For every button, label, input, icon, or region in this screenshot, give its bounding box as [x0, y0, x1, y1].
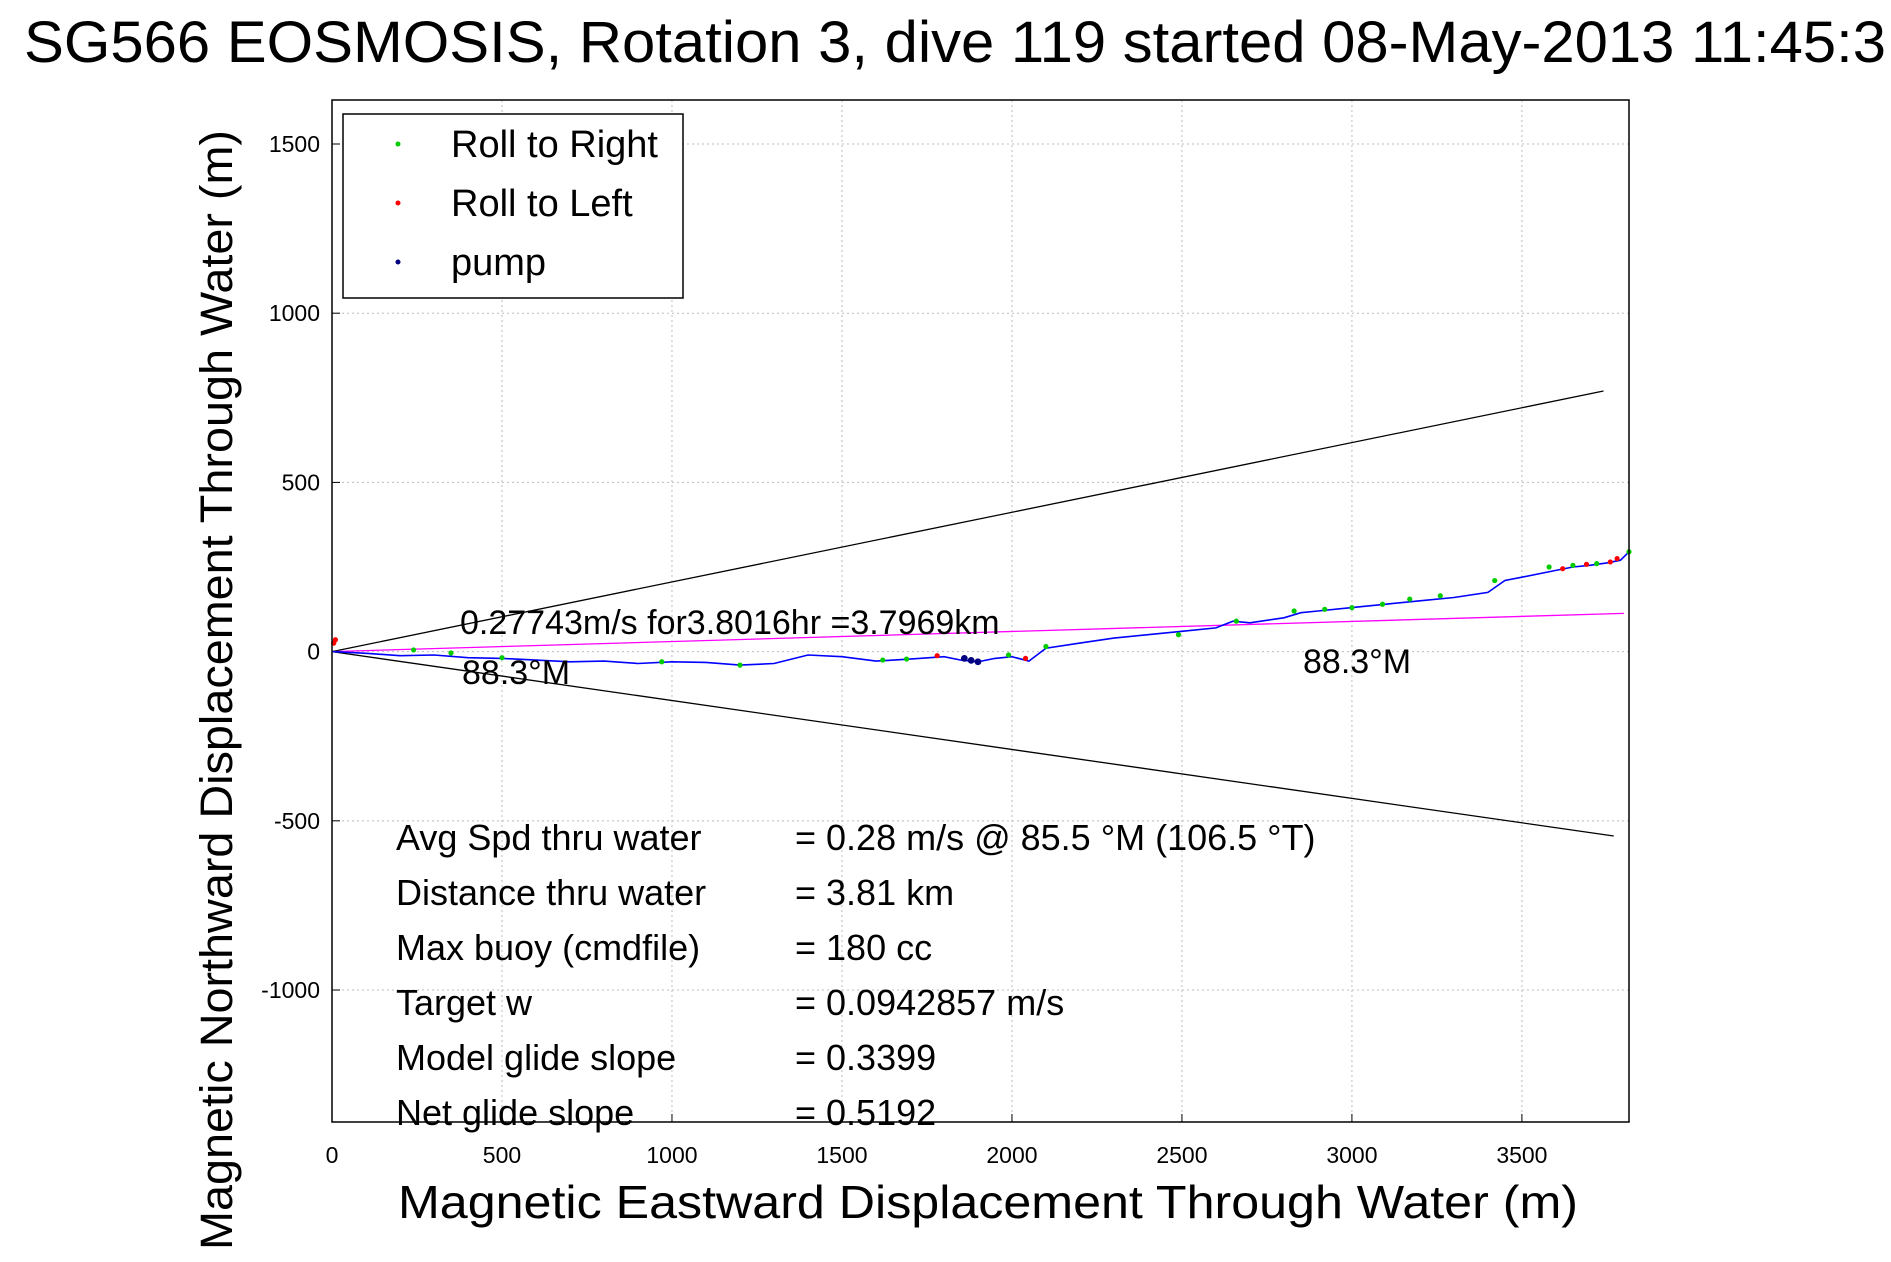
y-tick-label: -500 — [274, 808, 320, 834]
y-tick-label: -1000 — [261, 977, 320, 1003]
y-tick-label: 500 — [282, 469, 320, 495]
roll-left-marker — [1614, 555, 1620, 562]
roll-right-marker — [903, 656, 910, 662]
roll-right-marker — [1546, 564, 1552, 570]
stat-value: = 0.0942857 m/s — [795, 982, 1064, 1023]
roll-right-marker — [880, 657, 886, 663]
stat-label: Max buoy (cmdfile) — [396, 927, 700, 968]
x-tick-label: 1000 — [646, 1142, 697, 1168]
roll-left-marker — [1022, 655, 1029, 661]
stat-label: Target w — [396, 982, 533, 1023]
stat-label: Net glide slope — [396, 1092, 634, 1133]
roll-left-marker — [934, 653, 940, 659]
roll-right-marker — [1043, 643, 1049, 650]
x-tick-label: 1500 — [816, 1142, 867, 1168]
legend-label: Roll to Right — [451, 124, 658, 166]
x-tick-label: 2000 — [986, 1142, 1037, 1168]
stat-label: Model glide slope — [396, 1037, 676, 1078]
roll-markers — [331, 549, 1632, 668]
pump-marker — [967, 657, 975, 664]
roll-left-marker — [1560, 566, 1566, 572]
roll-right-marker — [410, 647, 417, 653]
x-tick-label: 3000 — [1326, 1142, 1377, 1168]
legend-label: Roll to Left — [451, 183, 633, 225]
speed-annotation: 0.27743m/s for3.8016hr =3.7969km — [460, 604, 1000, 642]
roll-right-marker — [1570, 562, 1576, 568]
roll-right-marker — [1349, 605, 1355, 611]
reference-line — [331, 390, 1604, 653]
roll-left-marker — [1607, 559, 1613, 565]
reference-line — [331, 612, 1624, 653]
y-tick-label: 0 — [307, 639, 320, 665]
roll-right-marker — [1594, 561, 1600, 567]
dive-statistics: Avg Spd thru water = 0.28 m/s @ 85.5 °M (… — [396, 817, 1316, 1133]
plot-frame — [331, 99, 1630, 1123]
legend-marker — [395, 259, 401, 265]
stat-value: = 0.3399 — [795, 1037, 936, 1078]
roll-left-marker — [332, 637, 338, 643]
y-tick-label: 1000 — [269, 300, 320, 326]
roll-right-marker — [1437, 593, 1443, 599]
roll-right-marker — [1005, 652, 1012, 658]
stat-value: = 180 cc — [795, 927, 932, 968]
reference-lines — [331, 390, 1624, 837]
legend: Roll to Right Roll to Left pump — [342, 113, 684, 299]
roll-right-marker — [1379, 601, 1386, 607]
x-tick-label: 0 — [326, 1142, 339, 1168]
roll-right-marker — [448, 650, 454, 656]
roll-right-marker — [1233, 618, 1239, 624]
roll-right-marker — [499, 655, 505, 661]
legend-marker — [395, 200, 401, 206]
x-tick-label: 2500 — [1156, 1142, 1207, 1168]
x-axis-label: Magnetic Eastward Displacement Through W… — [398, 1176, 1578, 1228]
reference-line — [331, 650, 1614, 837]
heading-annotation-end: 88.3°M — [1303, 643, 1411, 681]
legend-label: pump — [451, 242, 546, 284]
stat-value: = 0.28 m/s @ 85.5 °M (106.5 °T) — [795, 817, 1316, 858]
dive-track-line — [331, 551, 1630, 666]
roll-right-marker — [1407, 596, 1413, 602]
y-axis-label: Magnetic Northward Displacement Through … — [191, 130, 242, 1250]
pump-marker — [974, 658, 982, 666]
roll-right-marker — [659, 659, 665, 665]
x-tick-label: 500 — [483, 1142, 521, 1168]
y-tick-label: 1500 — [269, 131, 320, 157]
roll-right-marker — [737, 662, 743, 668]
roll-right-marker — [1322, 606, 1328, 612]
heading-annotation-start: 88.3°M — [462, 654, 570, 692]
legend-marker — [395, 141, 401, 147]
y-axis-ticks: 1500 1000 500 0 -500 -1000 — [261, 131, 340, 1003]
stat-value: = 0.5192 — [795, 1092, 936, 1133]
x-axis-ticks: 0 500 1000 1500 2000 2500 3000 3500 — [326, 1114, 1547, 1168]
roll-right-marker — [1175, 632, 1182, 638]
stat-value: = 3.81 km — [795, 872, 954, 913]
roll-right-marker — [1291, 608, 1297, 614]
x-tick-label: 3500 — [1496, 1142, 1547, 1168]
pump-marker — [960, 654, 968, 662]
chart-title: SG566 EOSMOSIS, Rotation 3, dive 119 sta… — [24, 10, 1886, 75]
roll-right-marker — [1492, 577, 1498, 584]
stat-label: Distance thru water — [396, 872, 706, 913]
stat-label: Avg Spd thru water — [396, 817, 702, 858]
roll-left-marker — [1583, 561, 1590, 567]
